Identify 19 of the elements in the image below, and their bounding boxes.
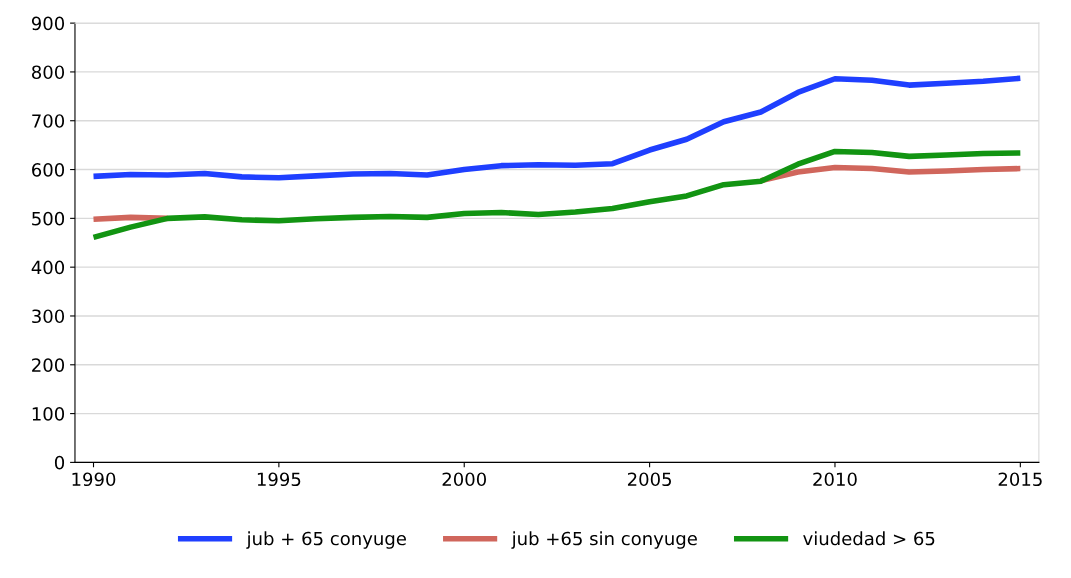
y-tick-label: 200 — [32, 358, 65, 372]
x-tick-label: 2005 — [627, 472, 671, 487]
legend-label: jub +65 sin conyuge — [511, 531, 697, 549]
legend-label: viudedad > 65 — [803, 531, 935, 546]
x-tick-label: 2000 — [442, 472, 487, 487]
legend-label: jub + 65 conyuge — [246, 531, 406, 549]
y-tick-label: 700 — [32, 114, 65, 128]
x-tick-label: 2015 — [998, 472, 1042, 487]
x-tick-label: 2010 — [813, 472, 857, 487]
y-tick-label: 600 — [32, 163, 65, 177]
x-tick-label: 1990 — [72, 472, 116, 487]
y-tick-label: 500 — [32, 211, 65, 226]
y-tick-label: 400 — [31, 260, 65, 275]
y-tick-label: 0 — [54, 455, 65, 470]
y-tick-label: 900 — [31, 16, 65, 31]
x-tick-label: 1995 — [257, 472, 301, 487]
y-tick-label: 100 — [32, 407, 65, 421]
y-tick-label: 800 — [32, 65, 65, 80]
y-tick-label: 300 — [32, 309, 65, 324]
